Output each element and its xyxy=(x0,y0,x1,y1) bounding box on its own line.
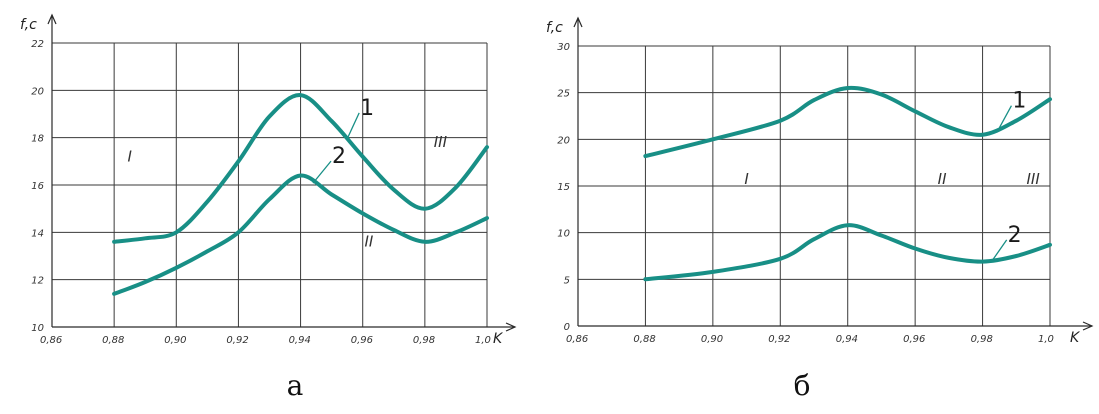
y-axis-arrow xyxy=(47,13,57,25)
x-tick-label: 0,98 xyxy=(971,334,993,345)
y-tick-label: 14 xyxy=(31,228,44,239)
x-axis-label: K xyxy=(493,331,504,347)
x-tick-label: 1,0 xyxy=(475,335,491,346)
x-tick-label: 0,90 xyxy=(164,335,186,346)
series-leader-2 xyxy=(992,239,1008,261)
chart-panel-b: 0,86 0,88 0,90 0,92 0,94 0,96 0,98 1,0 0 5 10 15 20 2… xyxy=(546,16,1094,402)
series-line-1 xyxy=(643,85,1052,159)
series-label-2: 2 xyxy=(1008,223,1022,248)
x-axis-label: K xyxy=(1070,330,1081,346)
series-line-2 xyxy=(112,173,489,296)
x-tick-label: 0,96 xyxy=(903,334,925,345)
region-label: I xyxy=(744,170,749,188)
y-tick-label: 18 xyxy=(31,134,44,145)
series-leader-1 xyxy=(346,112,360,140)
y-axis-arrow xyxy=(573,16,583,28)
series-leader-1 xyxy=(998,105,1012,128)
x-tick-label: 0,86 xyxy=(566,334,588,345)
y-axis-label: f,c xyxy=(546,20,563,36)
series-label-1: 1 xyxy=(360,96,374,121)
panel-caption: а xyxy=(287,369,304,402)
series-leader-2 xyxy=(312,160,332,184)
y-axis-label: f,c xyxy=(20,17,37,33)
y-tick-label: 22 xyxy=(31,39,44,50)
y-tick-label: 20 xyxy=(31,86,44,97)
x-tick-label: 0,92 xyxy=(226,335,248,346)
region-label: III xyxy=(434,133,448,151)
x-axis-arrow xyxy=(1082,321,1094,331)
x-tick-label: 0,92 xyxy=(768,334,790,345)
x-tick-label: 0,98 xyxy=(413,335,435,346)
x-tick-label: 1,0 xyxy=(1038,334,1054,345)
series-line-2 xyxy=(643,223,1052,282)
y-tick-label: 15 xyxy=(557,182,570,193)
y-tick-label: 10 xyxy=(31,323,44,334)
x-tick-label: 0,90 xyxy=(701,334,723,345)
y-tick-label: 30 xyxy=(557,42,570,53)
panel-caption: б xyxy=(794,369,811,402)
x-axis-arrow xyxy=(505,322,517,332)
y-tick-label: 20 xyxy=(557,135,570,146)
y-tick-label: 10 xyxy=(557,229,570,240)
x-tick-label: 0,96 xyxy=(351,335,373,346)
y-tick-label: 25 xyxy=(557,89,570,100)
region-label: I xyxy=(127,147,132,165)
x-tick-label: 0,86 xyxy=(40,335,62,346)
x-tick-label: 0,88 xyxy=(102,335,124,346)
x-tick-label: 0,94 xyxy=(289,335,311,346)
region-label: II xyxy=(364,233,373,251)
y-tick-label: 0 xyxy=(564,322,570,333)
region-label: II xyxy=(938,170,947,188)
y-tick-label: 5 xyxy=(564,275,570,286)
region-label: III xyxy=(1027,170,1041,188)
x-tick-label: 0,94 xyxy=(836,334,858,345)
y-tick-label: 16 xyxy=(31,181,44,192)
series-line-1 xyxy=(112,93,489,244)
series-label-2: 2 xyxy=(332,144,346,169)
x-tick-label: 0,88 xyxy=(633,334,655,345)
chart-panel-a: 0,86 0,88 0,90 0,92 0,94 0,96 0,98 1,0 10 12 14 16 1… xyxy=(20,13,517,402)
series-label-1: 1 xyxy=(1012,89,1026,114)
y-tick-label: 12 xyxy=(31,276,44,287)
